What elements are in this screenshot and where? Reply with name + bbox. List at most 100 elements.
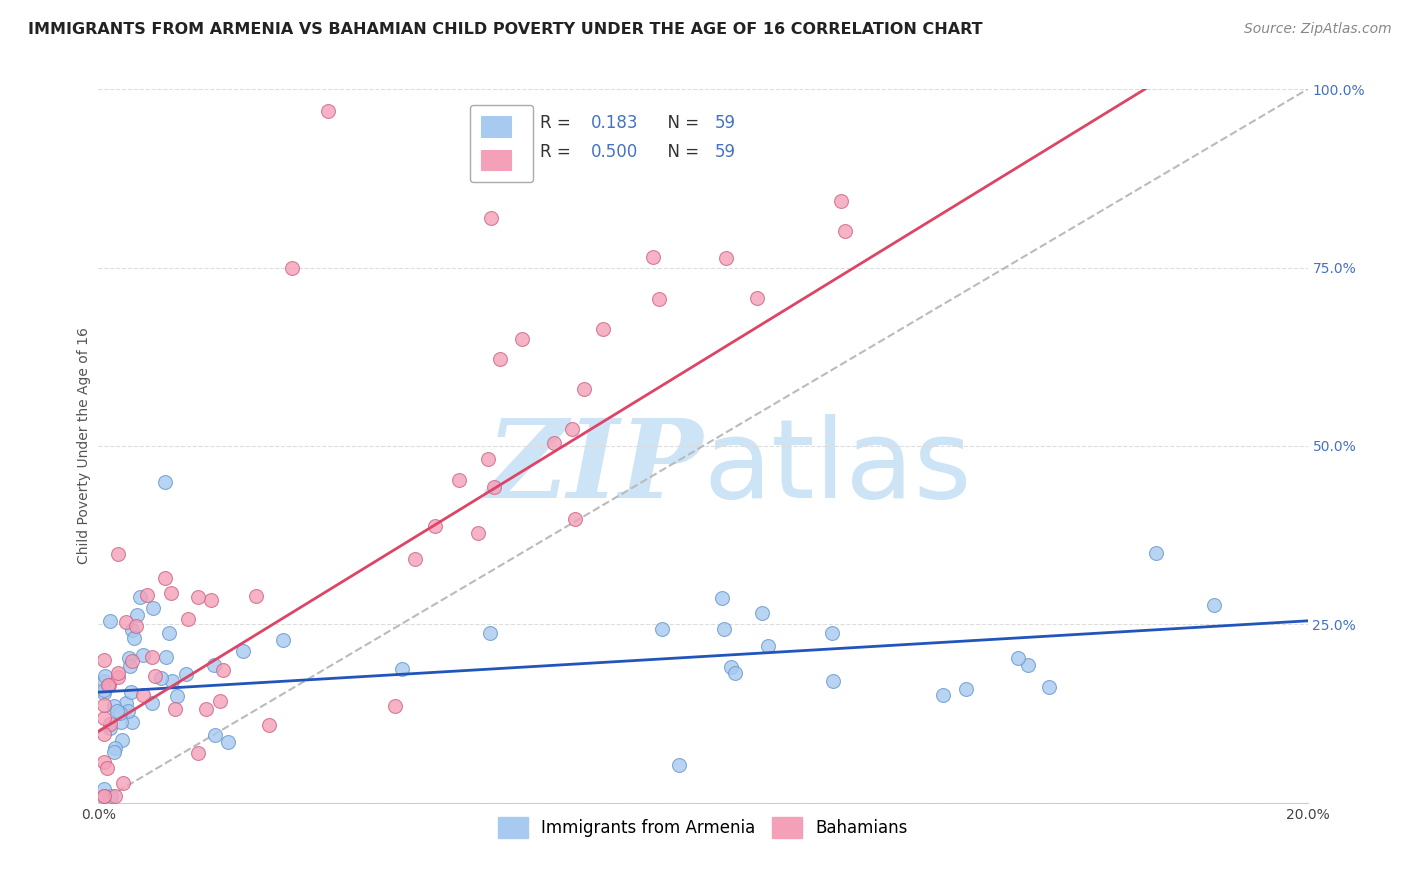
Point bbox=[714, 251, 737, 265]
Point bbox=[103, 699, 125, 714]
Point bbox=[751, 606, 773, 620]
Point bbox=[830, 194, 852, 209]
Text: N =: N = bbox=[657, 143, 704, 161]
Point bbox=[1204, 598, 1226, 612]
Point bbox=[132, 648, 155, 662]
Point bbox=[93, 781, 115, 796]
Point bbox=[564, 512, 586, 526]
Point bbox=[489, 351, 512, 366]
Point bbox=[110, 732, 132, 747]
Point bbox=[391, 662, 413, 676]
Text: IMMIGRANTS FROM ARMENIA VS BAHAMIAN CHILD POVERTY UNDER THE AGE OF 16 CORRELATIO: IMMIGRANTS FROM ARMENIA VS BAHAMIAN CHIL… bbox=[28, 22, 983, 37]
Point bbox=[93, 698, 115, 713]
Point bbox=[648, 293, 671, 307]
Point bbox=[120, 685, 142, 699]
Point bbox=[115, 696, 138, 710]
Point bbox=[93, 756, 115, 770]
Point bbox=[1038, 680, 1060, 694]
Point bbox=[93, 789, 115, 803]
Point bbox=[561, 421, 583, 435]
Point bbox=[823, 674, 845, 689]
Point bbox=[104, 740, 127, 755]
Point bbox=[592, 322, 614, 336]
Point bbox=[481, 211, 503, 225]
Point bbox=[107, 666, 129, 681]
Point bbox=[121, 715, 143, 730]
Y-axis label: Child Poverty Under the Age of 16: Child Poverty Under the Age of 16 bbox=[77, 327, 91, 565]
Point bbox=[510, 332, 533, 346]
Point bbox=[1144, 546, 1167, 560]
Point bbox=[94, 669, 117, 683]
Point bbox=[756, 639, 779, 653]
Point bbox=[155, 649, 177, 664]
Point bbox=[132, 688, 155, 702]
Point bbox=[724, 665, 747, 680]
Point bbox=[187, 746, 209, 760]
Point bbox=[200, 592, 222, 607]
Point bbox=[425, 519, 447, 533]
Text: ZIP: ZIP bbox=[486, 414, 703, 521]
Point bbox=[93, 727, 115, 741]
Point bbox=[118, 650, 141, 665]
Point bbox=[467, 525, 489, 540]
Point bbox=[543, 436, 565, 450]
Point bbox=[641, 250, 664, 264]
Point bbox=[160, 673, 183, 688]
Point bbox=[93, 673, 115, 688]
Point bbox=[212, 664, 235, 678]
Legend: Immigrants from Armenia, Bahamians: Immigrants from Armenia, Bahamians bbox=[491, 811, 915, 845]
Point bbox=[316, 103, 339, 118]
Point bbox=[93, 683, 115, 698]
Point bbox=[834, 224, 856, 238]
Point bbox=[105, 704, 128, 718]
Point bbox=[93, 686, 115, 700]
Point bbox=[384, 699, 406, 714]
Point bbox=[159, 585, 181, 599]
Point bbox=[153, 571, 176, 585]
Point bbox=[96, 760, 118, 774]
Point bbox=[187, 590, 209, 604]
Point bbox=[245, 589, 267, 603]
Point bbox=[93, 789, 115, 803]
Point bbox=[165, 701, 187, 715]
Point bbox=[104, 789, 127, 803]
Point bbox=[157, 625, 180, 640]
Point bbox=[479, 626, 502, 640]
Point bbox=[204, 658, 226, 673]
Text: 59: 59 bbox=[716, 114, 737, 132]
Point bbox=[1017, 657, 1039, 672]
Point bbox=[711, 591, 734, 606]
Point bbox=[97, 678, 120, 692]
Point bbox=[107, 547, 129, 561]
Point bbox=[713, 623, 735, 637]
Point bbox=[98, 677, 121, 691]
Point bbox=[98, 721, 121, 735]
Point bbox=[477, 452, 499, 467]
Point bbox=[166, 689, 188, 703]
Point bbox=[720, 660, 742, 674]
Point bbox=[404, 552, 426, 566]
Text: 59: 59 bbox=[716, 143, 737, 161]
Point bbox=[125, 608, 148, 623]
Text: Source: ZipAtlas.com: Source: ZipAtlas.com bbox=[1244, 22, 1392, 37]
Point bbox=[103, 745, 125, 759]
Text: 0.500: 0.500 bbox=[591, 143, 638, 161]
Point bbox=[176, 667, 198, 681]
Point bbox=[98, 615, 121, 629]
Point bbox=[141, 696, 163, 710]
Point bbox=[114, 615, 136, 629]
Point bbox=[111, 776, 134, 790]
Point bbox=[217, 735, 239, 749]
Point bbox=[257, 718, 280, 732]
Point bbox=[149, 672, 172, 686]
Point bbox=[142, 600, 165, 615]
Point bbox=[121, 655, 143, 669]
Point bbox=[281, 260, 304, 275]
Point bbox=[932, 688, 955, 702]
Point bbox=[128, 591, 150, 605]
Point bbox=[93, 653, 115, 667]
Point bbox=[447, 474, 470, 488]
Point bbox=[122, 631, 145, 645]
Point bbox=[135, 588, 157, 602]
Point bbox=[482, 480, 505, 494]
